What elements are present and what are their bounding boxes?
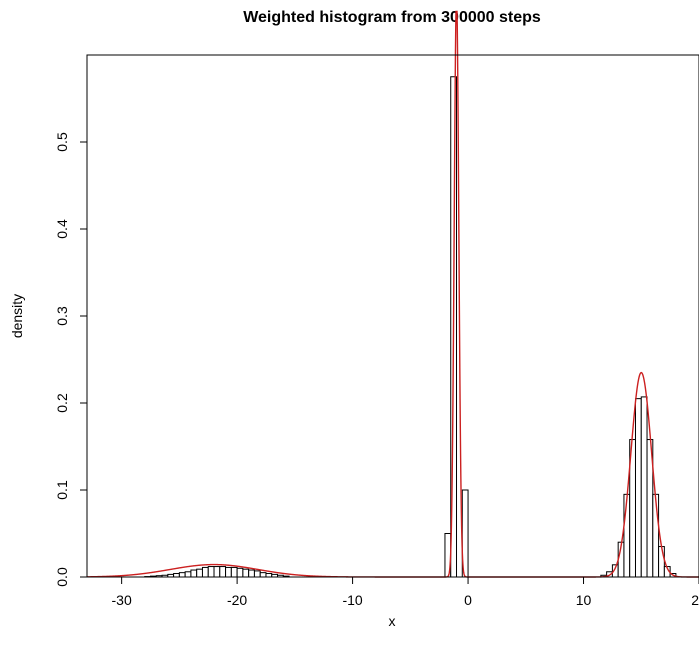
x-tick-label: -30 [112,592,132,608]
x-tick-label: -10 [342,592,362,608]
plot-frame [86,54,699,578]
x-axis: -30 -20 -10 0 10 20 [112,577,699,608]
histogram-bar [634,398,642,578]
histogram-bar [248,569,255,578]
y-tick-label: 0.2 [54,393,70,413]
density-curve [87,10,699,578]
histogram-bar [259,572,267,578]
histogram-bar [640,396,648,578]
histogram-bar [652,493,660,578]
x-tick-label: 10 [576,592,592,608]
histogram-bars [87,76,699,578]
histogram-bar [184,571,192,578]
histogram-bar [253,570,261,578]
x-axis-label: x [389,613,396,629]
histogram-bar [173,573,180,578]
y-tick-label: 0.4 [54,219,70,239]
histogram-bar [230,566,238,578]
histogram-bar [242,568,250,578]
histogram-bar [207,566,215,578]
x-tick-label: 0 [464,592,472,608]
histogram-bar [225,566,232,578]
y-axis: 0.0 0.1 0.2 0.3 0.4 0.5 [54,132,87,587]
histogram-bar [213,566,221,578]
y-axis-label: density [9,294,25,338]
histogram-bar [219,566,227,578]
histogram-bar [178,572,186,578]
x-tick-label: 20 [691,592,699,608]
y-tick-label: 0.3 [54,306,70,326]
y-tick-label: 0.0 [54,567,70,587]
histogram-bar [623,493,631,578]
histogram-bar [201,566,209,578]
chart-title: Weighted histogram from 300000 steps [243,9,541,26]
histogram-bar [265,573,273,578]
histogram-bar [190,569,198,578]
histogram-bar [658,546,665,578]
histogram-bar [196,568,203,578]
histogram-bar [236,567,244,578]
y-tick-label: 0.1 [54,480,70,500]
x-tick-label: -20 [227,592,247,608]
y-tick-label: 0.5 [54,132,70,152]
